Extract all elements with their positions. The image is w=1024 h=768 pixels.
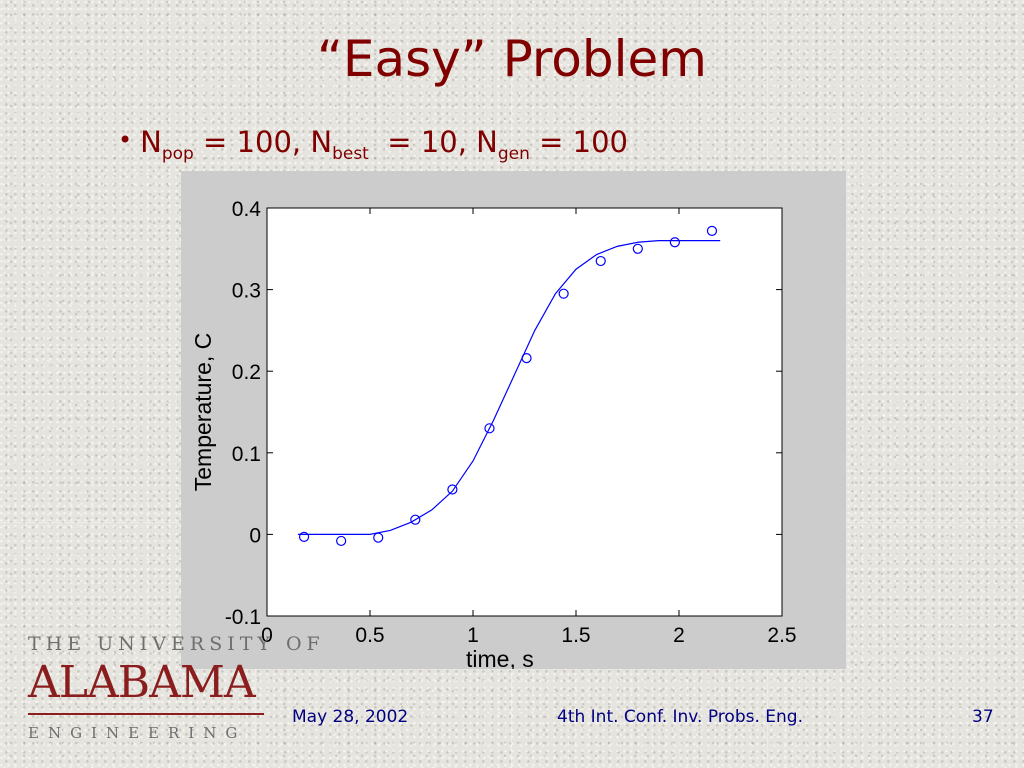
x-tick-label: 2 — [673, 624, 685, 647]
y-tick-label: 0.3 — [232, 280, 261, 303]
footer-conference: 4th Int. Conf. Inv. Probs. Eng. — [557, 707, 803, 727]
logo-main-text: ALABAMA — [28, 657, 256, 708]
data-point-marker — [706, 225, 718, 236]
y-tick-label: -0.1 — [225, 606, 261, 629]
chart-svg: 0 0.5 1 1.5 2 2.5-0.100.10.20.30.4 time, s Te… — [190, 198, 797, 669]
y-tick-label: 0.4 — [232, 198, 262, 221]
n-gen-subscript: gen — [497, 143, 530, 164]
n-pop-subscript: pop — [161, 143, 194, 164]
n-pop-label: N — [140, 125, 162, 159]
slide-title: “Easy” Problem — [317, 30, 707, 88]
y-tick-label: 0 — [249, 524, 261, 547]
data-point-marker — [298, 531, 310, 542]
footer-date: May 28, 2002 — [292, 707, 409, 727]
y-tick-label: 0.1 — [232, 443, 261, 466]
x-tick-label: 2.5 — [767, 624, 796, 647]
data-point-marker — [521, 353, 532, 364]
x-tick-label: 0 — [261, 624, 273, 647]
fitted-curve-line — [297, 240, 721, 535]
footer-page-number: 37 — [972, 707, 994, 727]
n-pop-value: = 100, — [193, 125, 311, 159]
data-point-marker — [632, 243, 643, 254]
data-point-marker — [484, 423, 495, 434]
n-best-subscript: best — [332, 143, 369, 164]
y-axis-label: Temperature, C — [190, 333, 216, 492]
series-layer — [297, 225, 721, 547]
logo-top-text: THE UNIVERSITY OF — [28, 633, 325, 655]
n-best-value: = 10, — [368, 125, 477, 159]
university-logo: THE UNIVERSITY OF ALABAMA ENGINEERING — [28, 633, 325, 742]
x-axis-label: time, s — [466, 646, 534, 669]
chart-figure: 0 0.5 1 1.5 2 2.5 -0.1 0 0.1 0.2 0.3 0.4 time, s Te… — [181, 171, 846, 669]
tick-layer: 0 0.5 1 1.5 2 2.5-0.100.10.20.30.4 — [225, 198, 797, 647]
data-point-marker — [558, 288, 569, 299]
plot-area — [266, 207, 783, 617]
logo-divider — [28, 713, 264, 715]
x-tick-label: 0.5 — [355, 624, 384, 647]
y-tick-label: 0.2 — [232, 361, 261, 384]
data-point-marker — [373, 532, 384, 543]
data-point-marker — [595, 255, 606, 267]
x-tick-label: 1.5 — [561, 624, 590, 647]
n-gen-label: N — [476, 125, 498, 159]
data-point-marker — [669, 237, 680, 248]
data-point-marker — [410, 514, 421, 525]
data-point-marker — [447, 484, 458, 495]
logo-bottom-text: ENGINEERING — [28, 724, 247, 742]
bullet-parameters: • Npop = 100, Nbest = 10, Ngen = 100 — [118, 125, 628, 164]
data-point-marker — [336, 535, 347, 547]
n-gen-value: = 100 — [529, 125, 628, 159]
x-tick-label: 1 — [467, 624, 479, 647]
bullet-dot-icon: • — [118, 126, 133, 154]
n-best-label: N — [310, 125, 333, 159]
